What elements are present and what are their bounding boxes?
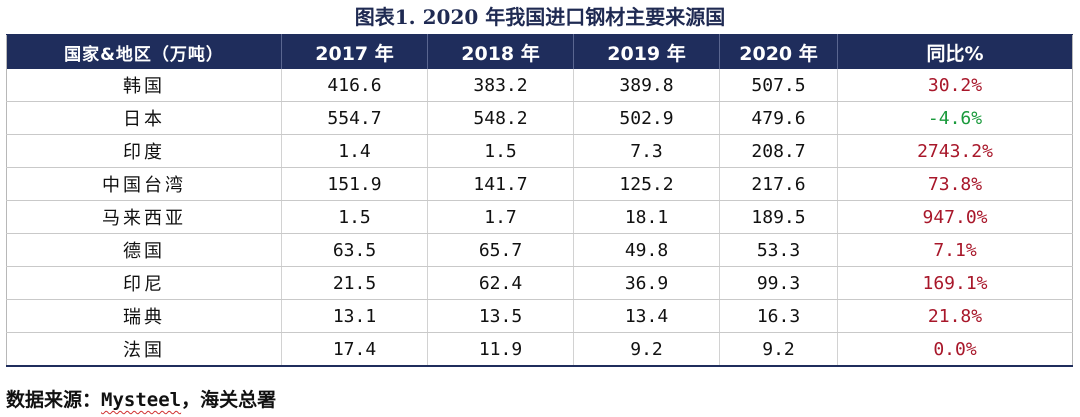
cell-country: 韩国 [6,69,282,102]
cell-yoy: 30.2% [837,69,1073,102]
cell-2019: 389.8 [573,69,720,102]
cell-yoy: 0.0% [837,332,1073,367]
cell-2019: 13.4 [573,299,720,333]
header-2017: 2017 年 [281,34,428,69]
cell-yoy: 169.1% [837,266,1073,300]
cell-2018: 65.7 [427,233,574,267]
cell-2017: 17.4 [281,332,428,367]
import-sources-table: 国家&地区（万吨） 2017 年 2018 年 2019 年 2020 年 同比… [6,34,1073,367]
cell-2018: 1.5 [427,134,574,168]
cell-2018: 383.2 [427,69,574,102]
cell-2020: 217.6 [719,167,838,201]
cell-2018: 62.4 [427,266,574,300]
table-header-row: 国家&地区（万吨） 2017 年 2018 年 2019 年 2020 年 同比… [6,34,1073,69]
source-label: 数据来源： [6,389,102,411]
header-2020: 2020 年 [719,34,838,69]
cell-2017: 63.5 [281,233,428,267]
cell-2020: 99.3 [719,266,838,300]
table-row: 法国 17.4 11.9 9.2 9.2 0.0% [6,332,1073,367]
table-row: 马来西亚 1.5 1.7 18.1 189.5 947.0% [6,200,1073,234]
cell-2018: 1.7 [427,200,574,234]
cell-2019: 125.2 [573,167,720,201]
table-row: 德国 63.5 65.7 49.8 53.3 7.1% [6,233,1073,267]
cell-yoy: 947.0% [837,200,1073,234]
cell-2020: 208.7 [719,134,838,168]
data-source-note: 数据来源：Mysteel，海关总署 [6,387,276,413]
cell-country: 德国 [6,233,282,267]
cell-2020: 189.5 [719,200,838,234]
cell-country: 瑞典 [6,299,282,333]
cell-country: 马来西亚 [6,200,282,234]
cell-2017: 13.1 [281,299,428,333]
cell-2017: 1.5 [281,200,428,234]
cell-yoy: 21.8% [837,299,1073,333]
cell-country: 法国 [6,332,282,367]
cell-2018: 13.5 [427,299,574,333]
cell-country: 中国台湾 [6,167,282,201]
source-customs: ，海关总署 [181,389,277,411]
cell-2020: 9.2 [719,332,838,367]
table-row: 印度 1.4 1.5 7.3 208.7 2743.2% [6,134,1073,168]
table-row: 韩国 416.6 383.2 389.8 507.5 30.2% [6,69,1073,102]
cell-2017: 151.9 [281,167,428,201]
header-2019: 2019 年 [573,34,720,69]
cell-yoy: -4.6% [837,101,1073,135]
table-row: 瑞典 13.1 13.5 13.4 16.3 21.8% [6,299,1073,333]
header-2018: 2018 年 [427,34,574,69]
cell-country: 印尼 [6,266,282,300]
table-row: 中国台湾 151.9 141.7 125.2 217.6 73.8% [6,167,1073,201]
cell-country: 印度 [6,134,282,168]
cell-2019: 9.2 [573,332,720,367]
cell-2017: 1.4 [281,134,428,168]
header-yoy: 同比% [837,34,1073,69]
cell-2019: 49.8 [573,233,720,267]
cell-2017: 21.5 [281,266,428,300]
cell-2020: 16.3 [719,299,838,333]
cell-2019: 18.1 [573,200,720,234]
cell-2018: 141.7 [427,167,574,201]
cell-yoy: 2743.2% [837,134,1073,168]
cell-2019: 502.9 [573,101,720,135]
cell-2018: 11.9 [427,332,574,367]
cell-yoy: 73.8% [837,167,1073,201]
figure-title: 图表1. 2020 年我国进口钢材主要来源国 [354,5,726,29]
table-row: 日本 554.7 548.2 502.9 479.6 -4.6% [6,101,1073,135]
cell-2018: 548.2 [427,101,574,135]
cell-2019: 7.3 [573,134,720,168]
cell-2020: 53.3 [719,233,838,267]
cell-2020: 507.5 [719,69,838,102]
cell-country: 日本 [6,101,282,135]
table-row: 印尼 21.5 62.4 36.9 99.3 169.1% [6,266,1073,300]
cell-2017: 416.6 [281,69,428,102]
cell-yoy: 7.1% [837,233,1073,267]
cell-2017: 554.7 [281,101,428,135]
header-country: 国家&地区（万吨） [6,34,282,69]
cell-2020: 479.6 [719,101,838,135]
source-mysteel: Mysteel [101,389,182,411]
cell-2019: 36.9 [573,266,720,300]
